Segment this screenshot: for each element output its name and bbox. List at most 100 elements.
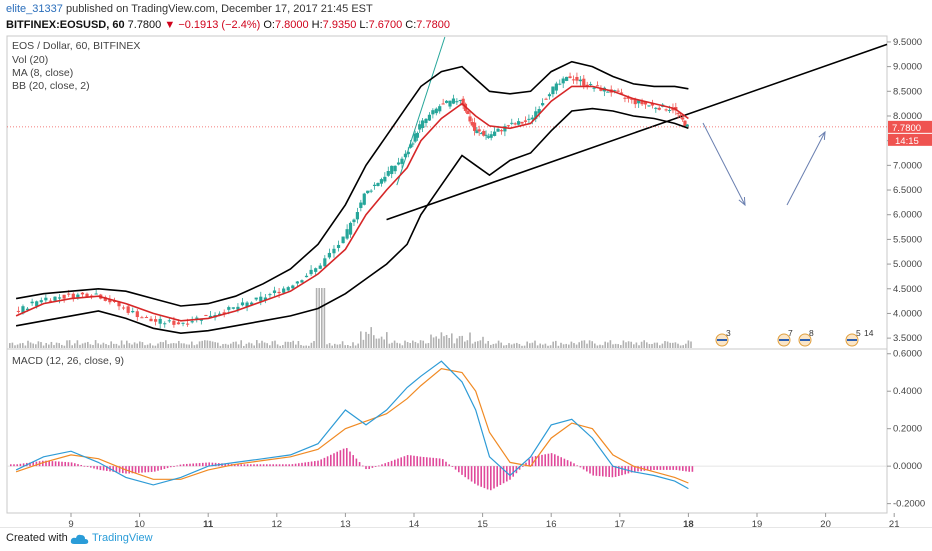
volume-bar: [339, 344, 341, 348]
candle-body: [39, 300, 43, 303]
candle-body: [94, 293, 98, 295]
x-tick-label: 18: [683, 519, 694, 530]
volume-bar: [523, 345, 526, 348]
macd-hist-bar: [586, 466, 588, 472]
legend-macd[interactable]: MACD (12, 26, close, 9): [12, 355, 125, 367]
volume-bar: [677, 343, 679, 348]
macd-hist-bar: [602, 466, 604, 477]
x-tick-label: 19: [752, 519, 763, 530]
legend-bb[interactable]: BB (20, close, 2): [12, 80, 90, 92]
macd-hist-bar: [170, 466, 172, 468]
macd-hist-bar: [512, 466, 514, 477]
volume-bar: [529, 343, 531, 348]
candle-body: [499, 130, 504, 132]
series-macd: [15, 360, 689, 490]
candle-body: [103, 297, 107, 301]
macd-hist-bar: [419, 456, 422, 467]
volume-bar: [362, 339, 365, 348]
volume-bar: [230, 343, 232, 348]
countdown-box: [888, 133, 932, 146]
candle-body: [393, 165, 397, 172]
event-count: 3: [726, 328, 731, 338]
volume-bar: [193, 345, 196, 348]
candle-body: [236, 306, 240, 310]
candle-body: [664, 109, 668, 111]
macd-hist-bar: [259, 464, 262, 467]
macd-hist-bar: [176, 465, 178, 467]
volume-bar: [391, 342, 393, 348]
volume-bar: [404, 340, 406, 348]
macd-hist-bar: [611, 466, 614, 478]
volume-bar: [326, 344, 328, 348]
candle-body: [554, 83, 558, 91]
ohlc-close-label: C:: [405, 19, 417, 31]
volume-bar: [443, 336, 445, 348]
volume-bar: [474, 341, 476, 348]
candle-body: [654, 107, 658, 109]
price-label-box: [888, 120, 932, 133]
macd-hist-bar: [336, 451, 338, 467]
macd-hist-bar: [634, 466, 636, 472]
volume-bar: [591, 341, 593, 348]
macd-hist-bar: [99, 466, 102, 471]
volume-bar: [217, 342, 219, 348]
symbol-name: BITFINEX:EOSUSD, 60: [6, 19, 125, 31]
candle-body: [671, 108, 675, 111]
volume-bar: [565, 343, 567, 348]
macd-hist-bar: [509, 466, 511, 480]
volume-bar: [191, 341, 193, 348]
candle-body: [62, 294, 66, 299]
ohlc-low-label: L:: [359, 19, 369, 31]
volume-bar: [162, 342, 164, 348]
candle-body: [413, 133, 417, 142]
candle-body: [277, 291, 281, 294]
candle-body: [359, 202, 363, 208]
volume-bar: [19, 343, 21, 348]
y-tick-label: 5.5000: [893, 234, 922, 245]
volume-bar: [224, 343, 227, 348]
macd-hist-bar: [240, 464, 242, 467]
volume-bar: [66, 340, 68, 348]
candle-body: [291, 285, 295, 289]
x-tick-label: 13: [340, 519, 351, 530]
candle-body: [204, 314, 208, 316]
volume-bar: [630, 341, 632, 348]
legend-ma[interactable]: MA (8, close): [12, 67, 74, 79]
volume-bar: [243, 345, 245, 348]
candle-body: [606, 91, 610, 93]
tradingview-cloud-icon: [70, 534, 89, 544]
macd-hist-bar: [528, 459, 530, 467]
legend-vol[interactable]: Vol (20): [12, 54, 49, 66]
volume-bar: [144, 345, 146, 348]
macd-hist-bar: [326, 456, 329, 467]
volume-bar: [154, 345, 157, 348]
author-link[interactable]: elite_31337: [6, 3, 63, 15]
macd-hist-bar: [573, 463, 575, 467]
macd-hist-bar: [496, 466, 498, 487]
macd-hist-bar: [365, 466, 367, 470]
volume-bar: [22, 342, 24, 348]
candle-body: [282, 288, 286, 293]
macd-hist-bar: [618, 466, 620, 477]
volume-bar: [419, 340, 422, 348]
volume-bar: [328, 343, 331, 348]
volume-bar: [175, 343, 177, 348]
candle-body: [619, 92, 624, 94]
volume-bar: [360, 331, 362, 348]
candle-body: [640, 101, 644, 105]
volume-bar: [427, 343, 430, 348]
volume-bar: [133, 342, 136, 348]
y-tick-label: 8.0000: [893, 111, 922, 122]
macd-hist-bar: [608, 466, 610, 477]
candle-body: [53, 296, 57, 301]
volume-bar: [308, 345, 310, 348]
volume-bar: [367, 333, 370, 348]
macd-hist-bar: [637, 466, 639, 472]
volume-bar: [55, 342, 58, 348]
candle-body: [496, 128, 500, 132]
macd-hist-bar: [19, 463, 22, 467]
tradingview-link[interactable]: TradingView: [92, 532, 153, 544]
macd-hist-bar: [518, 466, 521, 470]
volume-bar: [417, 343, 419, 348]
